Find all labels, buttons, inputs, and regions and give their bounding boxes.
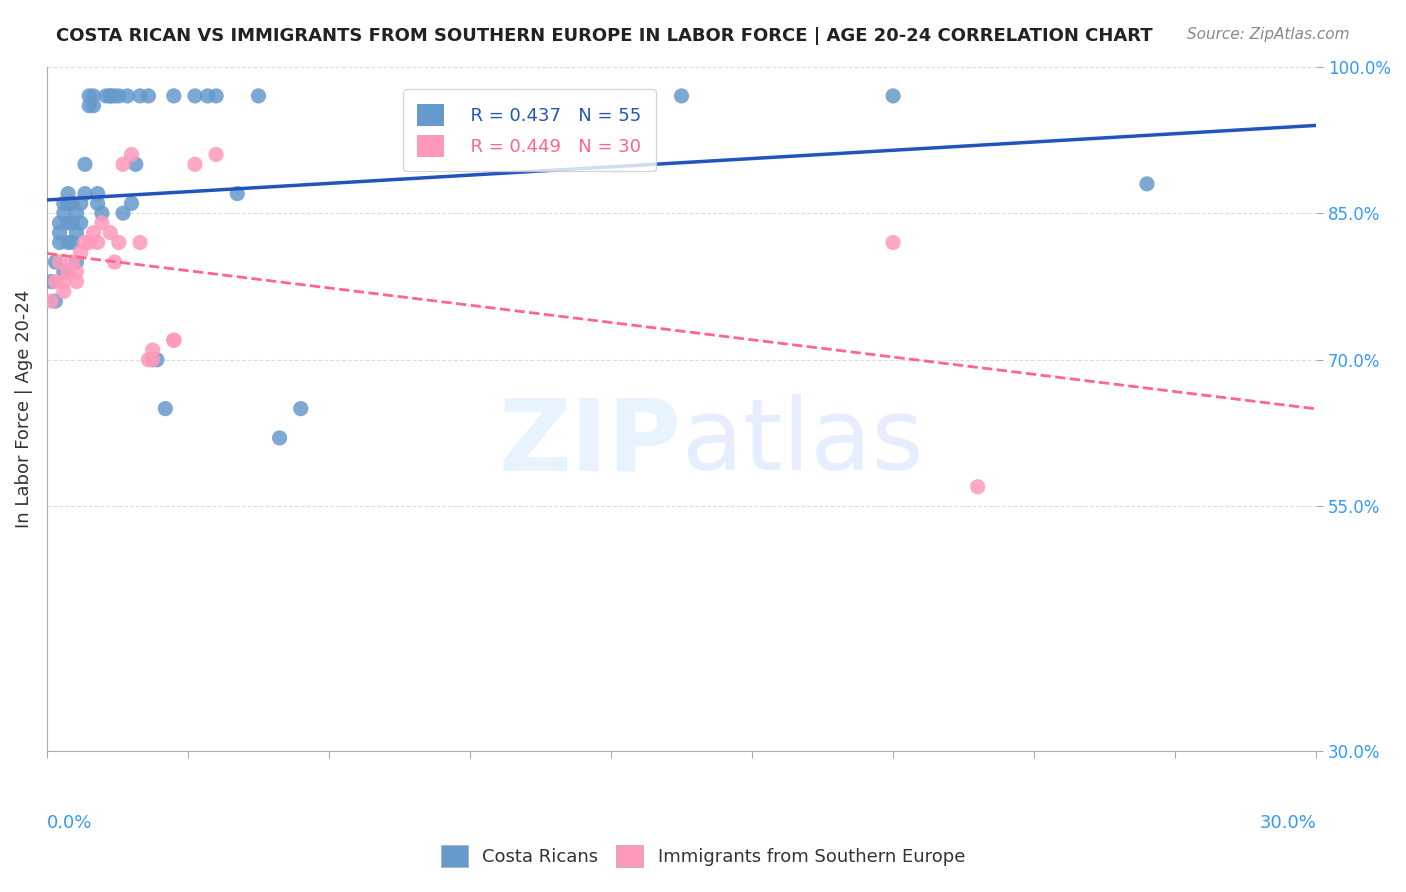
Costa Ricans [73,157,96,171]
Immigrants from Southern Europe [56,265,79,279]
Costa Ricans [60,196,83,211]
Immigrants from Southern Europe [138,352,160,367]
Costa Ricans [56,196,79,211]
Costa Ricans [69,196,91,211]
Costa Ricans [138,89,160,103]
Costa Ricans [86,196,108,211]
Text: Source: ZipAtlas.com: Source: ZipAtlas.com [1187,27,1350,42]
Costa Ricans [142,352,165,367]
Immigrants from Southern Europe [129,235,152,250]
Costa Ricans [56,235,79,250]
Y-axis label: In Labor Force | Age 20-24: In Labor Force | Age 20-24 [15,289,32,528]
Costa Ricans [1136,177,1159,191]
Costa Ricans [44,294,66,309]
Costa Ricans [73,186,96,201]
Costa Ricans [121,196,143,211]
Costa Ricans [69,216,91,230]
Costa Ricans [671,89,693,103]
Text: COSTA RICAN VS IMMIGRANTS FROM SOUTHERN EUROPE IN LABOR FORCE | AGE 20-24 CORREL: COSTA RICAN VS IMMIGRANTS FROM SOUTHERN … [56,27,1153,45]
Costa Ricans [290,401,312,416]
Immigrants from Southern Europe [65,275,87,289]
Costa Ricans [163,89,186,103]
Immigrants from Southern Europe [163,333,186,347]
Immigrants from Southern Europe [52,275,75,289]
Immigrants from Southern Europe [142,343,165,357]
Costa Ricans [94,89,117,103]
Immigrants from Southern Europe [65,265,87,279]
Legend: Costa Ricans, Immigrants from Southern Europe: Costa Ricans, Immigrants from Southern E… [433,838,973,874]
Costa Ricans [129,89,152,103]
Immigrants from Southern Europe [121,147,143,161]
Costa Ricans [882,89,904,103]
Costa Ricans [90,206,112,220]
Text: 0.0%: 0.0% [46,814,93,832]
Costa Ricans [197,89,219,103]
Immigrants from Southern Europe [69,245,91,260]
Immigrants from Southern Europe [39,294,62,309]
Costa Ricans [52,206,75,220]
Costa Ricans [226,186,249,201]
Costa Ricans [56,186,79,201]
Costa Ricans [82,98,104,112]
Costa Ricans [103,89,125,103]
Costa Ricans [77,98,100,112]
Costa Ricans [205,89,228,103]
Costa Ricans [65,226,87,240]
Immigrants from Southern Europe [90,216,112,230]
Costa Ricans [52,265,75,279]
Costa Ricans [60,235,83,250]
Costa Ricans [65,206,87,220]
Immigrants from Southern Europe [44,275,66,289]
Immigrants from Southern Europe [48,255,70,269]
Immigrants from Southern Europe [966,480,988,494]
Immigrants from Southern Europe [142,352,165,367]
Costa Ricans [112,206,135,220]
Immigrants from Southern Europe [60,255,83,269]
Immigrants from Southern Europe [108,235,131,250]
Text: ZIP: ZIP [499,394,682,491]
Costa Ricans [77,89,100,103]
Costa Ricans [44,255,66,269]
Costa Ricans [48,216,70,230]
Text: 30.0%: 30.0% [1260,814,1316,832]
Immigrants from Southern Europe [882,235,904,250]
Costa Ricans [48,226,70,240]
Costa Ricans [56,216,79,230]
Immigrants from Southern Europe [205,147,228,161]
Costa Ricans [184,89,207,103]
Costa Ricans [155,401,177,416]
Costa Ricans [48,235,70,250]
Costa Ricans [60,216,83,230]
Costa Ricans [82,89,104,103]
Immigrants from Southern Europe [98,226,121,240]
Costa Ricans [52,196,75,211]
Immigrants from Southern Europe [77,235,100,250]
Costa Ricans [108,89,131,103]
Costa Ricans [146,352,169,367]
Immigrants from Southern Europe [52,285,75,299]
Costa Ricans [86,186,108,201]
Legend:   R = 0.437   N = 55,   R = 0.449   N = 30: R = 0.437 N = 55, R = 0.449 N = 30 [404,89,655,171]
Immigrants from Southern Europe [112,157,135,171]
Text: atlas: atlas [682,394,924,491]
Costa Ricans [98,89,121,103]
Costa Ricans [117,89,139,103]
Costa Ricans [65,255,87,269]
Costa Ricans [269,431,291,445]
Immigrants from Southern Europe [103,255,125,269]
Immigrants from Southern Europe [163,333,186,347]
Costa Ricans [39,275,62,289]
Costa Ricans [125,157,148,171]
Immigrants from Southern Europe [82,226,104,240]
Costa Ricans [247,89,270,103]
Immigrants from Southern Europe [73,235,96,250]
Immigrants from Southern Europe [86,235,108,250]
Costa Ricans [98,89,121,103]
Immigrants from Southern Europe [184,157,207,171]
